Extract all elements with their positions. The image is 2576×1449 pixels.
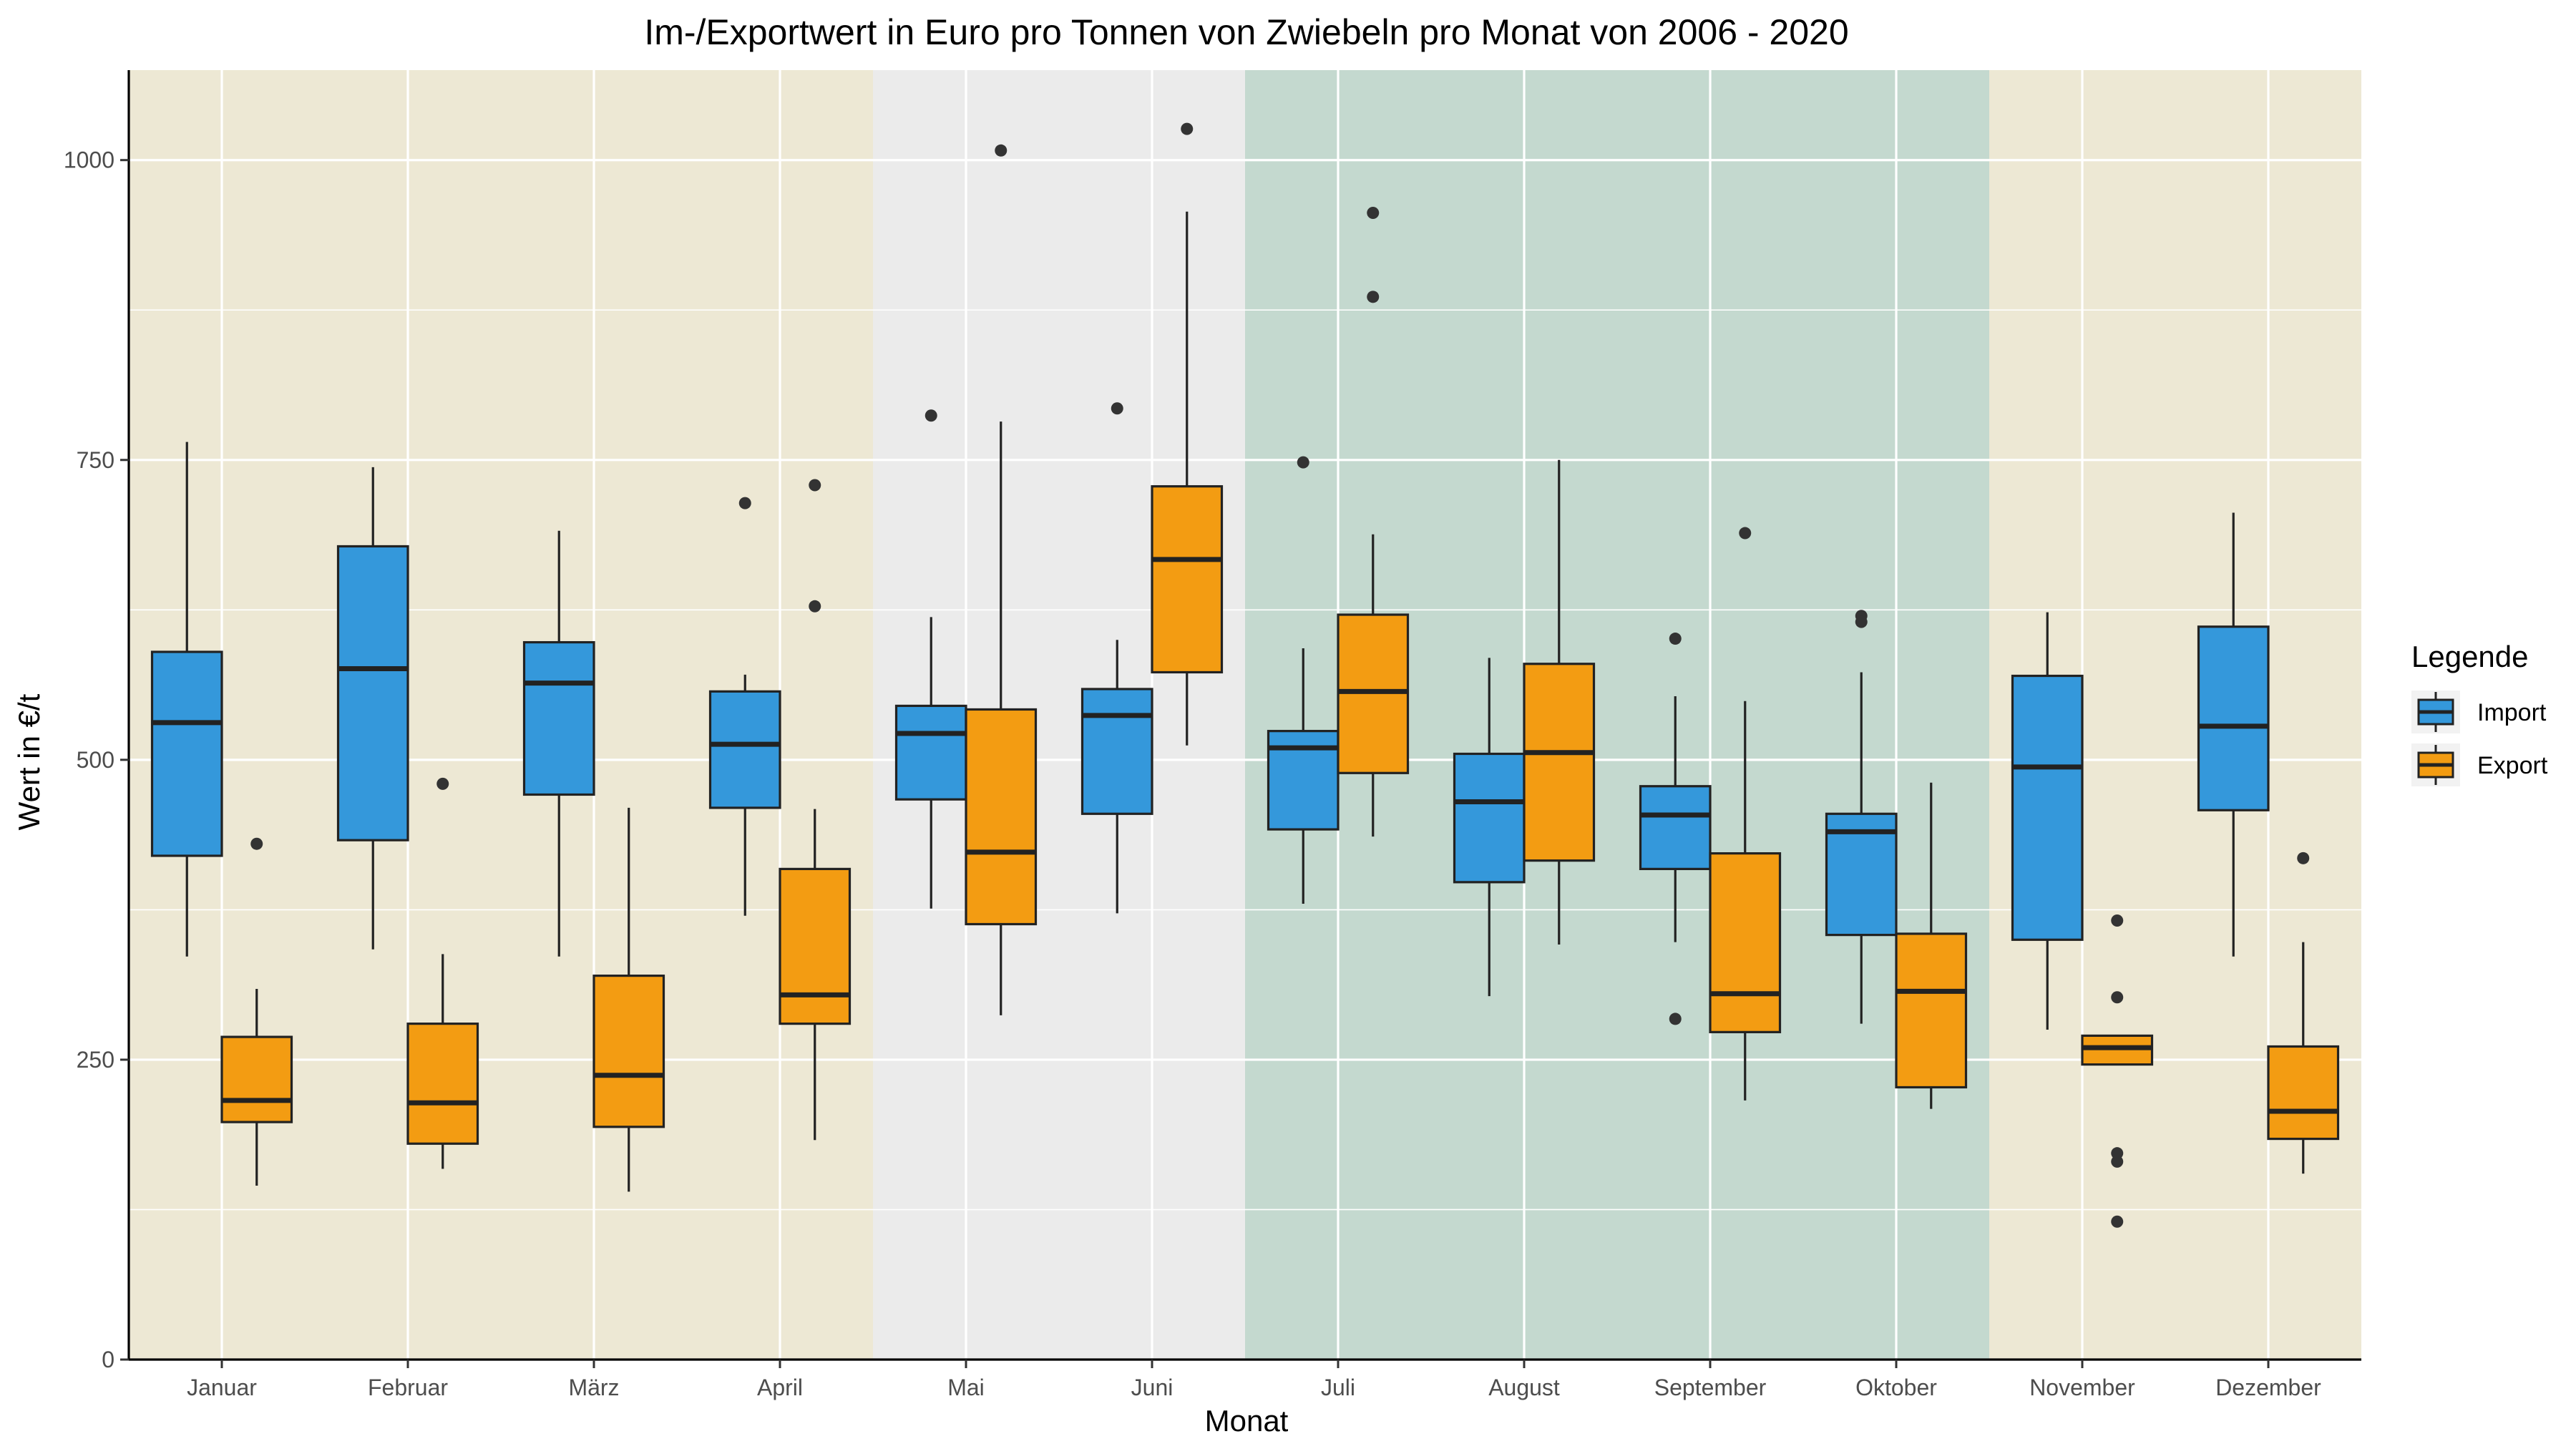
box-iqr [1453,752,1526,884]
outlier-point [2297,852,2310,864]
box-iqr [2197,625,2270,811]
box-import [1267,456,1340,904]
box-import [1639,633,1712,1025]
box-export [1151,122,1224,746]
box-export [592,807,665,1192]
box-iqr [708,690,781,809]
axes [127,70,2361,1361]
y-tick-label: 250 [77,1047,114,1073]
outlier-point [1855,615,1868,628]
x-tick-label: November [2029,1375,2135,1400]
outlier-point [1367,206,1380,219]
outlier-point [1111,402,1123,415]
box-import [1080,402,1153,914]
outlier-point [436,777,449,790]
box-export [406,777,479,1169]
outlier-point [924,409,937,422]
box-export [1523,459,1596,945]
outlier-point [2111,914,2124,927]
box-iqr [336,545,409,841]
box-export [1709,527,1782,1101]
box-iqr [150,650,223,857]
x-tick-label: Juli [1321,1375,1355,1400]
x-tick-label: März [568,1375,619,1400]
x-axis-ticks: Januar Februar März April Mai Juni Juli August S… [187,1360,2321,1400]
box-iqr [1523,663,1596,862]
x-tick-label: August [1488,1375,1560,1400]
outlier-point [809,479,821,492]
outlier-point [738,497,751,509]
outlier-point [1739,527,1752,540]
x-tick-label: Dezember [2215,1375,2321,1400]
box-import [336,467,409,950]
box-iqr [522,640,595,796]
y-axis-title: Wert in €/t [12,693,46,830]
legend-items: Import Export [2411,691,2548,786]
outlier-point [2111,1215,2124,1228]
outlier-point [995,144,1008,157]
x-tick-label: Juni [1131,1375,1174,1400]
outlier-point [1669,633,1682,645]
legend-label: Export [2477,752,2548,779]
box-iqr [1639,785,1712,871]
boxplot-series [150,122,2340,1228]
chart-title: Im-/Exportwert in Euro pro Tonnen von Zw… [644,12,1848,52]
legend-label: Import [2477,699,2547,726]
box-iqr [965,708,1038,926]
x-tick-label: Januar [187,1375,257,1400]
x-tick-label: September [1654,1375,1767,1400]
outlier-point [809,600,821,613]
y-tick-label: 1000 [64,147,114,173]
outlier-point [1367,291,1380,303]
y-tick-label: 500 [77,747,114,773]
x-axis-title: Monat [1205,1404,1289,1438]
box-iqr [220,1035,293,1123]
box-import [2011,612,2084,1030]
box-iqr [1709,852,1782,1033]
box-iqr [779,867,852,1025]
x-tick-label: Februar [368,1375,448,1400]
legend-title: Legende [2411,640,2529,673]
outlier-point [1297,456,1309,469]
box-iqr [2267,1045,2340,1141]
box-export [1895,782,1968,1109]
outlier-point [1669,1013,1682,1025]
outlier-point [2111,1147,2124,1160]
outlier-point [1181,122,1194,135]
box-export [1337,206,1410,837]
outlier-point [2111,991,2124,1004]
y-tick-label: 0 [102,1347,114,1372]
box-iqr [1080,688,1153,815]
box-export [2267,852,2340,1174]
box-import [2197,512,2270,957]
box-iqr [1151,485,1224,674]
outlier-point [2111,1155,2124,1168]
box-iqr [894,704,967,801]
box-import [522,530,595,957]
box-iqr [592,974,665,1128]
y-axis-ticks: 0 250 500 750 1000 [64,147,129,1372]
series-export [220,122,2340,1228]
x-tick-label: April [757,1375,803,1400]
outlier-point [250,837,263,850]
series-import [150,402,2270,1030]
box-import [708,497,781,916]
box-export [2081,914,2154,1228]
box-import [1453,658,1526,997]
box-iqr [406,1023,479,1145]
box-export [220,837,293,1186]
box-export [965,144,1038,1015]
x-tick-label: Mai [947,1375,985,1400]
box-import [150,441,223,957]
x-tick-label: Oktober [1855,1375,1937,1400]
box-import [1825,610,1898,1024]
box-iqr [2011,674,2084,941]
box-iqr [1895,932,1968,1089]
y-tick-label: 750 [77,447,114,473]
legend-item-export: Export [2411,743,2548,786]
legend: Legende Import Export [2411,640,2548,786]
legend-item-import: Import [2411,691,2547,733]
box-export [779,479,852,1141]
